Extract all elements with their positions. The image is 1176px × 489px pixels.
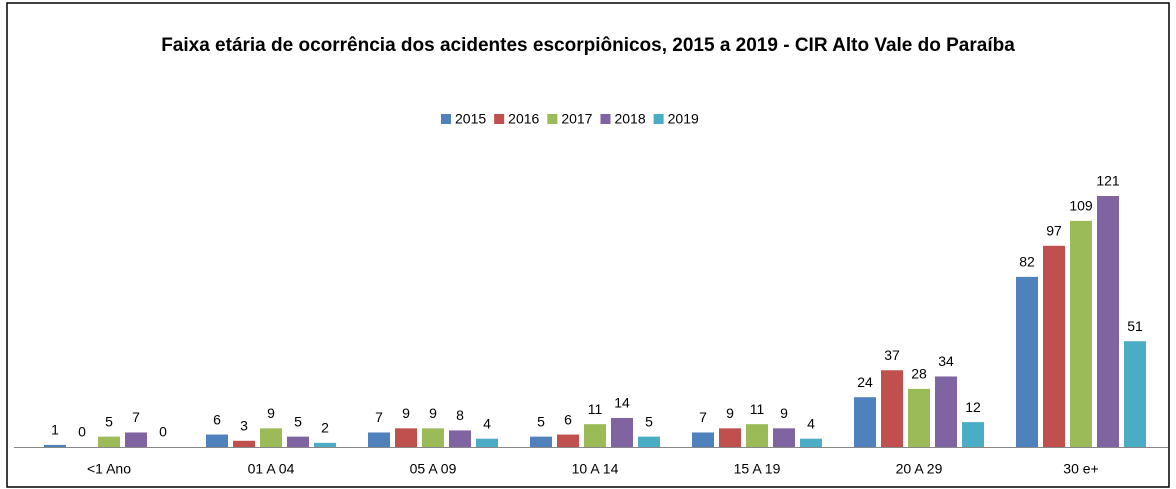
- bar: [422, 428, 444, 447]
- bar: [908, 388, 930, 447]
- bar: [854, 397, 876, 447]
- data-label: 109: [1069, 198, 1093, 214]
- data-label: 24: [857, 374, 873, 390]
- data-label: 2: [321, 420, 329, 436]
- bar: [746, 424, 768, 447]
- legend-label: 2016: [508, 111, 539, 127]
- bar: [260, 428, 282, 447]
- data-label: 121: [1096, 173, 1120, 189]
- data-label: 9: [402, 405, 410, 421]
- legend-swatch: [600, 114, 611, 124]
- bar: [719, 428, 741, 447]
- bar: [584, 424, 606, 447]
- bar: [773, 428, 795, 447]
- data-label: 97: [1046, 222, 1062, 238]
- legend-label: 2015: [455, 111, 486, 127]
- data-label: 0: [159, 424, 167, 440]
- x-tick-label: 10 A 14: [572, 461, 619, 477]
- data-label: 6: [213, 411, 221, 427]
- bar: [1070, 220, 1092, 447]
- bar: [1016, 276, 1038, 447]
- x-tick-label: 30 e+: [1063, 461, 1098, 477]
- bar: [530, 436, 552, 447]
- data-label: 3: [240, 417, 248, 433]
- chart-title: Faixa etária de ocorrência dos acidentes…: [161, 35, 1015, 56]
- bar: [287, 436, 309, 447]
- bar: [1043, 245, 1065, 447]
- data-label: 4: [807, 415, 815, 431]
- x-tick-label: 15 A 19: [734, 461, 781, 477]
- bar: [962, 422, 984, 447]
- legend-swatch: [494, 114, 505, 124]
- data-label: 9: [726, 405, 734, 421]
- x-tick-label: 20 A 29: [896, 461, 943, 477]
- legend-swatch: [441, 114, 451, 124]
- data-label: 14: [614, 395, 630, 411]
- data-label: 7: [375, 409, 383, 425]
- data-label: 12: [965, 399, 981, 415]
- x-tick-label: <1 Ano: [87, 461, 131, 477]
- bar: [449, 430, 471, 447]
- bar: [233, 440, 255, 447]
- data-label: 5: [105, 413, 113, 429]
- data-label: 9: [780, 405, 788, 421]
- bar: [1124, 341, 1146, 447]
- bar: [881, 370, 903, 447]
- data-label: 34: [938, 353, 954, 369]
- bar: [611, 417, 633, 447]
- data-label: 7: [699, 409, 707, 425]
- legend-label: 2018: [614, 111, 645, 127]
- data-label: 11: [750, 401, 765, 417]
- data-label: 28: [911, 366, 927, 382]
- bar: [800, 438, 822, 447]
- legend-label: 2017: [561, 111, 592, 127]
- bar: [395, 428, 417, 447]
- data-label: 4: [483, 415, 491, 431]
- bar: [98, 436, 120, 447]
- bar: [692, 432, 714, 447]
- data-label: 1: [51, 422, 59, 438]
- data-label: 0: [78, 424, 86, 440]
- data-label: 5: [537, 413, 545, 429]
- bar: [125, 432, 147, 447]
- data-label: 6: [564, 411, 572, 427]
- x-tick-label: 05 A 09: [410, 461, 457, 477]
- bar: [368, 432, 390, 447]
- legend-swatch: [547, 114, 558, 124]
- data-label: 7: [132, 409, 140, 425]
- bar: [638, 436, 660, 447]
- bar: [935, 376, 957, 447]
- data-label: 82: [1019, 254, 1035, 270]
- data-label: 37: [884, 347, 900, 363]
- legend-swatch: [653, 114, 664, 124]
- chart-frame: [6, 2, 1170, 488]
- bar: [206, 434, 228, 447]
- data-label: 9: [267, 405, 275, 421]
- bar: [1097, 196, 1119, 447]
- data-label: 9: [429, 405, 437, 421]
- data-label: 8: [456, 407, 464, 423]
- data-label: 11: [588, 401, 603, 417]
- x-tick-label: 01 A 04: [248, 461, 295, 477]
- data-label: 5: [645, 413, 653, 429]
- bar: [44, 444, 66, 447]
- data-label: 5: [294, 413, 302, 429]
- data-label: 51: [1127, 318, 1143, 334]
- legend-label: 2019: [668, 111, 699, 127]
- bar: [314, 442, 336, 447]
- bar: [476, 438, 498, 447]
- bar: [557, 434, 579, 447]
